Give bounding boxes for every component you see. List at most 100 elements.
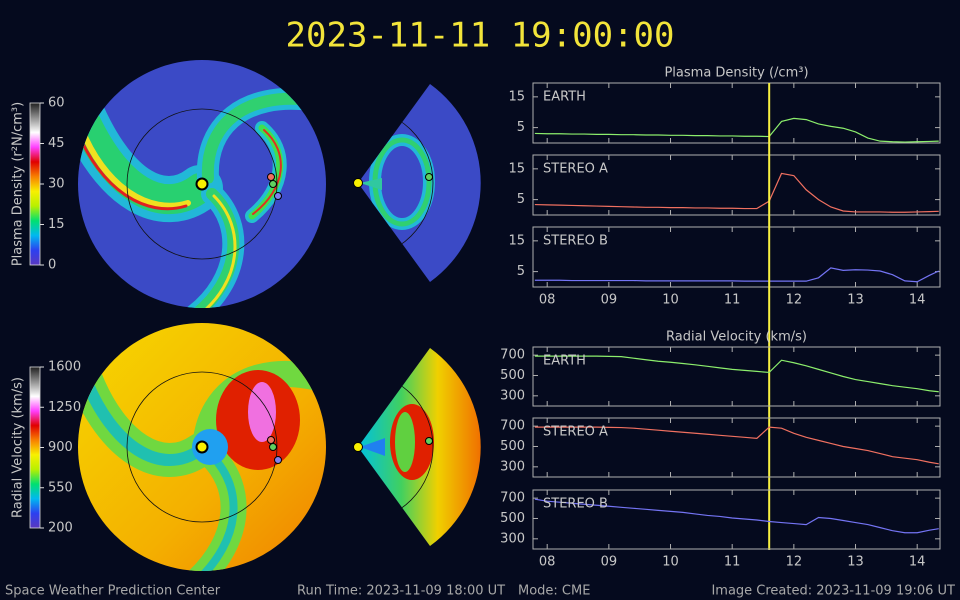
colorbar	[29, 102, 41, 266]
y-tick-label: 15	[508, 89, 525, 104]
x-tick-label: 11	[724, 555, 741, 570]
sun	[353, 178, 363, 188]
y-tick-label: 700	[500, 491, 525, 506]
wedge-features	[360, 134, 435, 230]
sun	[195, 440, 209, 454]
x-tick-label: 09	[601, 293, 618, 308]
x-tick-label: 09	[601, 555, 618, 570]
colorbar-tick-label: 45	[48, 136, 65, 151]
x-tick-label: 11	[724, 293, 741, 308]
x-tick-label: 08	[539, 555, 556, 570]
spiral-arm	[78, 122, 191, 209]
panel-frame	[532, 154, 941, 216]
y-tick-label: 15	[508, 233, 525, 248]
footer-run-time: Run Time: 2023-11-09 18:00 UT	[297, 584, 505, 599]
x-tick-label: 08	[539, 293, 556, 308]
panel-frame	[532, 82, 941, 144]
colorbar-label: Plasma Density (r²N/cm³)	[11, 102, 26, 266]
y-tick-label: 15	[508, 161, 525, 176]
colorbar-tick-label: 1600	[48, 360, 81, 375]
y-tick-label: 500	[500, 368, 525, 383]
colorbar	[29, 366, 41, 529]
density-map	[78, 60, 326, 308]
map-features	[78, 360, 326, 571]
x-tick-label: 12	[786, 293, 803, 308]
y-tick-label: 500	[500, 511, 525, 526]
earth-orbit	[358, 371, 434, 523]
colorbar-tick-label: 200	[48, 521, 73, 536]
series-line	[534, 355, 939, 393]
series-name: STEREO A	[543, 425, 608, 440]
stereo-b	[274, 192, 282, 200]
y-tick-label: 300	[500, 459, 525, 474]
inner-flow	[360, 438, 385, 456]
y-tick-label: 5	[517, 264, 525, 279]
sun	[353, 442, 363, 452]
density-wedge	[353, 84, 481, 282]
series-line	[534, 267, 940, 283]
y-tick-label: 300	[500, 531, 525, 546]
y-tick-label: 5	[517, 192, 525, 207]
earth-orbit	[358, 107, 434, 259]
cme-core	[248, 382, 276, 442]
colorbar-tick-label: 550	[48, 480, 73, 495]
y-tick-label: 300	[500, 388, 525, 403]
stereo-b	[274, 456, 282, 464]
series-name: EARTH	[543, 90, 586, 105]
earth	[269, 443, 277, 451]
map-features	[78, 82, 321, 308]
colorbar-tick-label: 15	[48, 217, 65, 232]
spiral-arm	[78, 126, 188, 211]
stereo-a	[267, 436, 275, 444]
spiral-band	[194, 452, 238, 571]
x-tick-label: 12	[786, 555, 803, 570]
inner-flow	[360, 178, 382, 190]
spiral-arm	[196, 194, 237, 308]
y-tick-label: 500	[500, 439, 525, 454]
spiral-arm	[201, 92, 316, 184]
series-name: STEREO B	[543, 497, 608, 512]
colorbar-tick-label: 0	[48, 258, 56, 273]
chart-title: Radial Velocity (km/s)	[666, 330, 807, 345]
y-tick-label: 700	[500, 348, 525, 363]
panel-frame	[532, 226, 941, 288]
colorbar-tick-label: 1250	[48, 400, 81, 415]
series-line	[534, 172, 939, 213]
earth	[425, 173, 433, 181]
footer-image-created: Image Created: 2023-11-09 19:06 UT	[711, 584, 955, 599]
footer-organization: Space Weather Prediction Center	[5, 584, 221, 599]
series-name: STEREO A	[543, 162, 608, 177]
spiral-band	[80, 374, 206, 466]
series-name: EARTH	[543, 354, 586, 369]
x-tick-label: 14	[909, 555, 926, 570]
series-line	[534, 426, 939, 465]
series-name: STEREO B	[543, 234, 608, 249]
velocity-wedge	[353, 348, 481, 546]
y-tick-label: 5	[517, 120, 525, 135]
x-tick-label: 13	[847, 293, 864, 308]
series-line	[534, 117, 939, 143]
x-tick-label: 13	[847, 555, 864, 570]
title: 2023-11-11 19:00:00	[286, 16, 675, 56]
colorbar-label: Radial Velocity (km/s)	[11, 377, 26, 518]
cme-sheath	[395, 412, 415, 472]
panel-frame	[532, 346, 941, 407]
panel-frame	[532, 489, 941, 550]
velocity-map	[78, 323, 326, 571]
cme-front	[252, 129, 282, 215]
colorbar-tick-label: 60	[48, 96, 65, 111]
chart-title: Plasma Density (/cm³)	[664, 66, 808, 81]
series-line	[534, 498, 939, 534]
panel-frame	[532, 417, 941, 478]
footer-mode: Mode: CME	[518, 584, 590, 599]
colorbar-tick-label: 30	[48, 177, 65, 192]
colorbar-tick-label: 900	[48, 440, 73, 455]
stereo-a	[267, 173, 275, 181]
x-tick-label: 10	[662, 555, 679, 570]
slow-wind	[192, 429, 228, 465]
spiral-arm	[78, 90, 215, 215]
wedge-features	[360, 404, 434, 480]
earth	[425, 437, 433, 445]
